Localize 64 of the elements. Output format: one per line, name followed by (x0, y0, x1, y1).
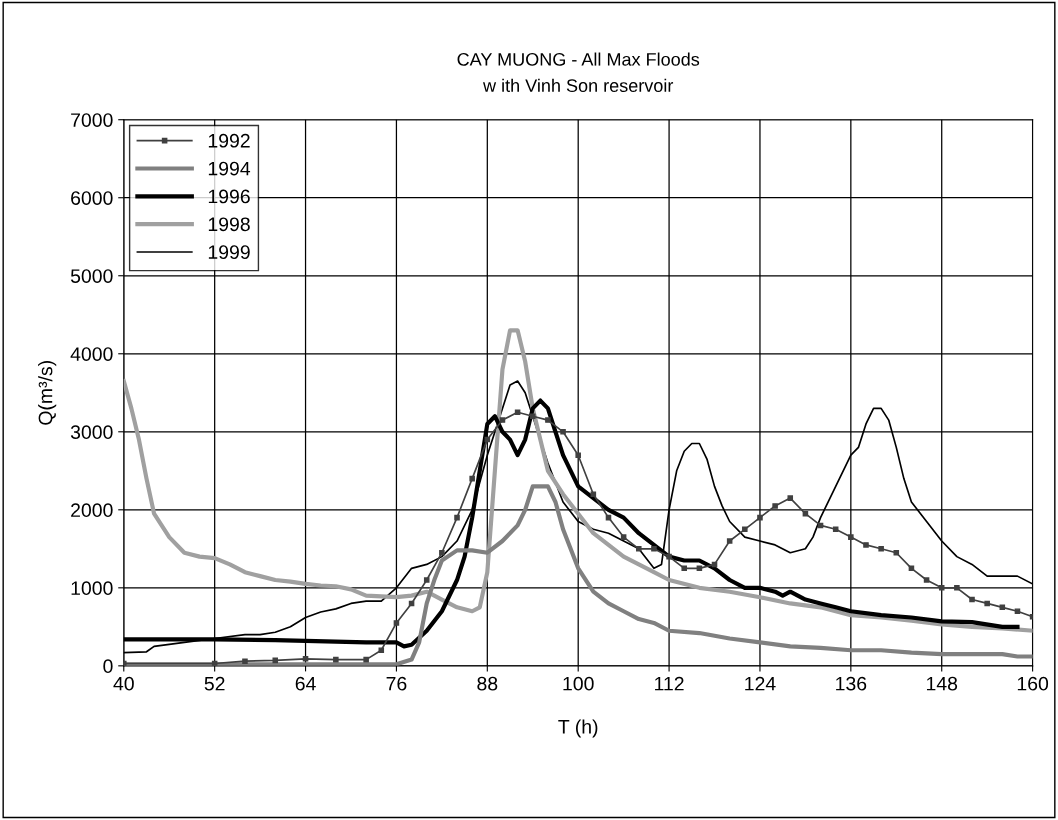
point (272, 657, 279, 664)
point (529, 413, 536, 419)
y-tick-label: 1000 (71, 581, 113, 596)
x-tick-label: 52 (204, 676, 225, 691)
point (499, 417, 506, 423)
point (666, 553, 672, 560)
point (757, 514, 763, 521)
x-tick-label: 88 (477, 676, 498, 691)
point (954, 585, 960, 591)
point (938, 585, 945, 591)
point (378, 647, 385, 654)
y-tick-label: 0 (103, 659, 113, 674)
x-tick-label: 76 (386, 676, 407, 691)
legend-label: 1994 (208, 161, 251, 176)
point (545, 417, 551, 423)
x-tick-label: 148 (926, 676, 958, 691)
chart-subtitle: w ith Vinh Son reservoir (483, 78, 674, 93)
point (742, 526, 748, 533)
x-tick-label: 64 (295, 676, 316, 691)
x-axis-title: T (h) (558, 719, 598, 738)
point (333, 656, 339, 663)
x-tick-label: 136 (836, 676, 867, 691)
point (363, 656, 369, 663)
point (469, 475, 475, 482)
legend-label: 1999 (208, 245, 250, 260)
point (1014, 608, 1021, 615)
point (878, 546, 884, 552)
point (590, 491, 597, 497)
point (454, 514, 460, 521)
point (620, 534, 627, 540)
point (560, 429, 566, 435)
x-tick-label: 124 (745, 676, 776, 691)
chart-title: CAY MUONG - All Max Floods (457, 52, 700, 66)
point (923, 577, 930, 583)
x-tick-label: 100 (563, 676, 594, 691)
x-tick-label: 40 (113, 676, 134, 691)
point (787, 495, 794, 501)
point (636, 546, 642, 552)
point (302, 656, 309, 662)
point (863, 542, 869, 548)
point (772, 503, 778, 509)
point (969, 596, 975, 603)
point (423, 577, 430, 583)
point (984, 600, 990, 607)
legend-label: 1996 (208, 189, 250, 204)
y-tick-label: 7000 (71, 113, 113, 127)
point (575, 452, 581, 458)
point (439, 549, 445, 556)
legend-label: 1998 (208, 217, 250, 232)
point (848, 534, 854, 540)
legend-label: 1992 (208, 133, 250, 148)
y-tick-label: 2000 (71, 503, 113, 518)
point (651, 546, 657, 552)
point (393, 620, 400, 626)
point (726, 538, 733, 544)
x-tick-label: 160 (1017, 676, 1049, 691)
y-tick-label: 6000 (71, 191, 113, 205)
y-tick-label: 4000 (70, 347, 113, 362)
x-tick-label: 112 (655, 676, 684, 691)
y-axis-title: Q(m³/s) (38, 361, 57, 425)
y-tick-label: 5000 (70, 269, 113, 283)
point (242, 658, 248, 664)
point (681, 565, 688, 572)
y-tick-label: 3000 (70, 425, 113, 440)
